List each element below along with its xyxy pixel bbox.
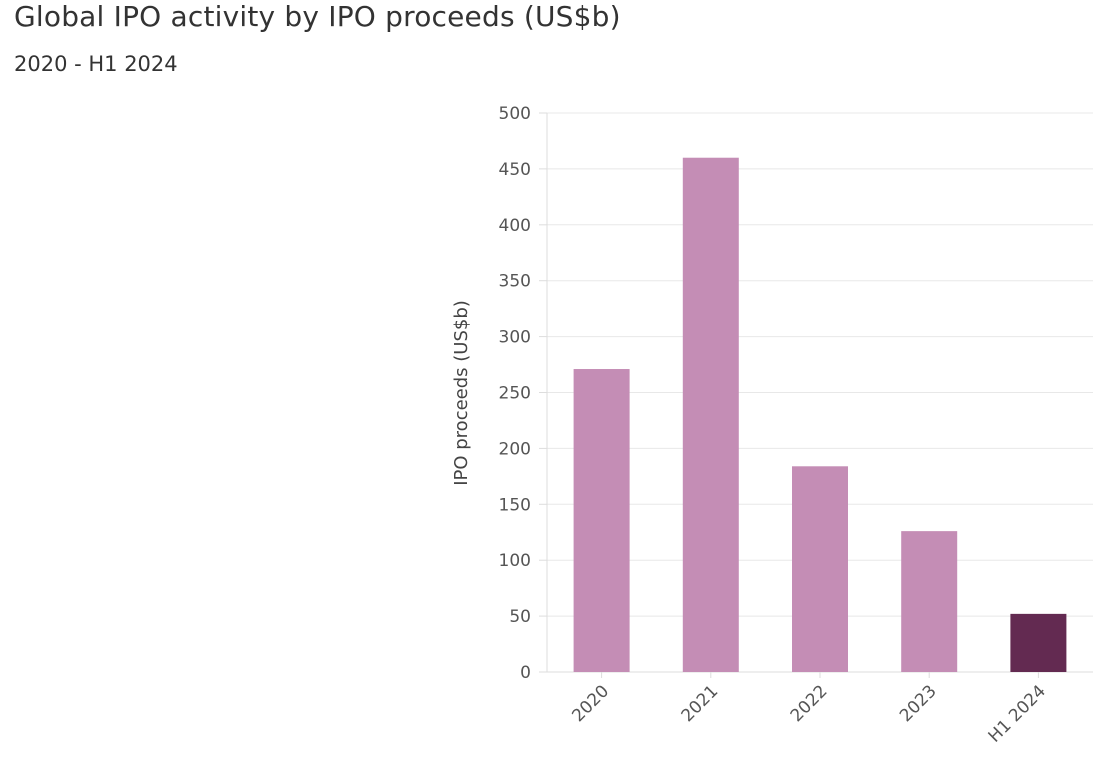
- y-tick-label: 350: [499, 272, 531, 292]
- bar-2022: [792, 466, 848, 672]
- x-tick-label: 2022: [787, 681, 832, 726]
- y-tick-label: 500: [499, 104, 531, 124]
- gridlines: [547, 112, 1093, 673]
- y-tick-label: 150: [499, 495, 531, 515]
- x-tick-labels: 2020 2021 2022 2023 H1 2024: [568, 681, 1050, 746]
- y-tick-label: 400: [499, 216, 531, 236]
- y-tick-label: 300: [499, 328, 531, 348]
- axes: [539, 112, 1039, 678]
- y-tick-label: 0: [520, 663, 531, 683]
- x-tick-label: 2021: [678, 681, 723, 726]
- bar-h1-2024: [1010, 613, 1067, 672]
- y-axis-label: IPO proceeds (US$b): [451, 300, 472, 486]
- x-tick-label: H1 2024: [985, 681, 1050, 746]
- bar-2020: [573, 369, 630, 672]
- y-tick-label: 250: [499, 384, 531, 404]
- bars: [573, 157, 1067, 673]
- bar-2021: [682, 157, 739, 673]
- chart-subtitle: 2020 - H1 2024: [14, 52, 178, 76]
- y-tick-label: 50: [509, 607, 531, 627]
- y-tick-label: 200: [499, 439, 531, 459]
- x-tick-label: 2023: [896, 681, 941, 726]
- y-tick-label: 100: [499, 551, 531, 571]
- chart-title: Global IPO activity by IPO proceeds (US$…: [14, 0, 621, 33]
- y-tick-labels: 0 50 100 150 200 250 300 350 400 450 500: [499, 104, 531, 683]
- x-tick-label: 2020: [568, 681, 613, 726]
- bar-2023: [901, 531, 958, 672]
- y-tick-label: 450: [499, 160, 531, 180]
